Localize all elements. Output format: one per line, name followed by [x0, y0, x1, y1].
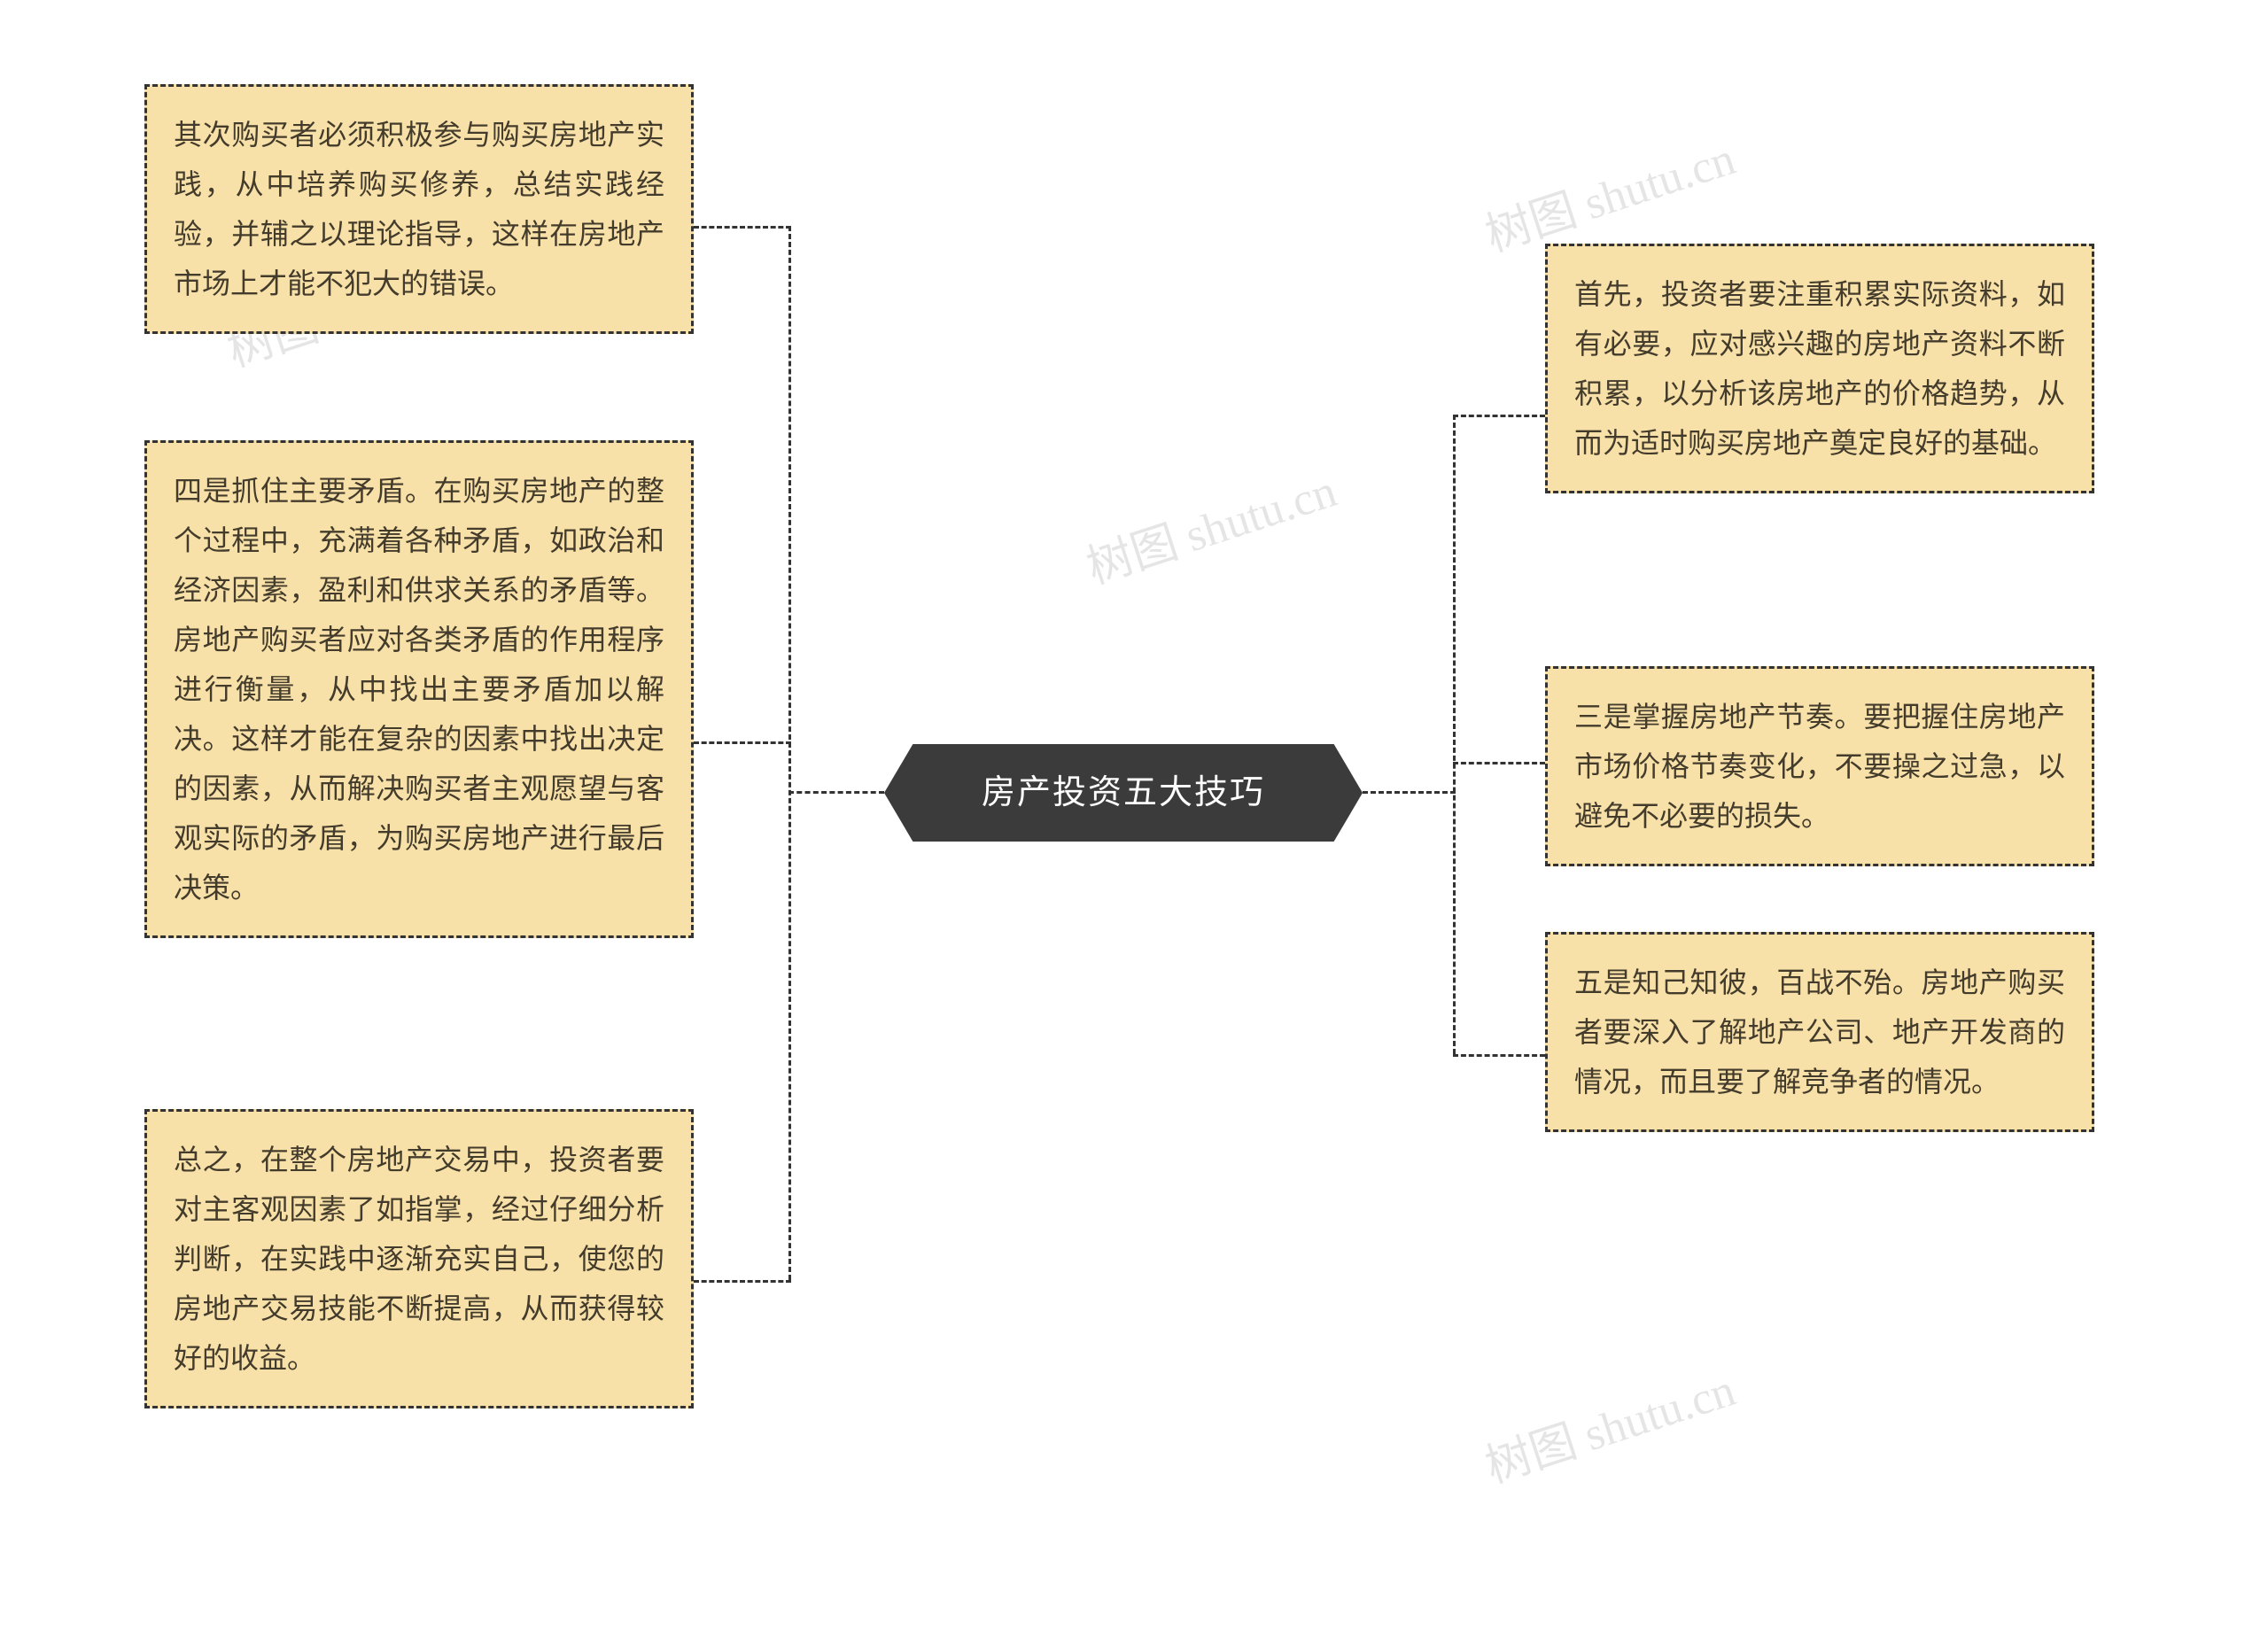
center-label: 房产投资五大技巧 — [982, 764, 1265, 823]
watermark: 树图 shutu.cn — [1077, 454, 1344, 596]
mindmap-leaf-node: 三是掌握房地产节奏。要把握住房地产市场价格节奏变化，不要操之过急，以避免不必要的… — [1545, 666, 2094, 866]
leaf-text: 五是知己知彼，百战不殆。房地产购买者要深入了解地产公司、地产开发商的情况，而且要… — [1574, 966, 2065, 1098]
mindmap-leaf-node: 首先，投资者要注重积累实际资料，如有必要，应对感兴趣的房地产资料不断积累，以分析… — [1545, 244, 2094, 493]
mindmap-leaf-node: 总之，在整个房地产交易中，投资者要对主客观因素了如指掌，经过仔细分析判断，在实践… — [144, 1109, 694, 1408]
connector — [694, 741, 791, 744]
connector — [1453, 762, 1545, 764]
mindmap-leaf-node: 其次购买者必须积极参与购买房地产实践，从中培养购买修养，总结实践经验，并辅之以理… — [144, 84, 694, 334]
connector — [1453, 1054, 1545, 1057]
connector — [1453, 415, 1456, 1054]
leaf-text: 首先，投资者要注重积累实际资料，如有必要，应对感兴趣的房地产资料不断积累，以分析… — [1574, 278, 2065, 459]
connector — [788, 226, 791, 1280]
mindmap-leaf-node: 四是抓住主要矛盾。在购买房地产的整个过程中，充满着各种矛盾，如政治和经济因素，盈… — [144, 440, 694, 938]
connector — [788, 791, 884, 794]
leaf-text: 四是抓住主要矛盾。在购买房地产的整个过程中，充满着各种矛盾，如政治和经济因素，盈… — [174, 475, 664, 904]
connector — [694, 1280, 791, 1283]
leaf-text: 其次购买者必须积极参与购买房地产实践，从中培养购买修养，总结实践经验，并辅之以理… — [174, 119, 664, 299]
connector — [1363, 791, 1456, 794]
connector — [1453, 415, 1545, 417]
leaf-text: 总之，在整个房地产交易中，投资者要对主客观因素了如指掌，经过仔细分析判断，在实践… — [174, 1144, 664, 1374]
mindmap-center-node: 房产投资五大技巧 — [884, 744, 1363, 842]
watermark: 树图 shutu.cn — [1476, 1353, 1743, 1495]
connector — [694, 226, 791, 229]
mindmap-leaf-node: 五是知己知彼，百战不殆。房地产购买者要深入了解地产公司、地产开发商的情况，而且要… — [1545, 932, 2094, 1132]
leaf-text: 三是掌握房地产节奏。要把握住房地产市场价格节奏变化，不要操之过急，以避免不必要的… — [1574, 701, 2065, 832]
